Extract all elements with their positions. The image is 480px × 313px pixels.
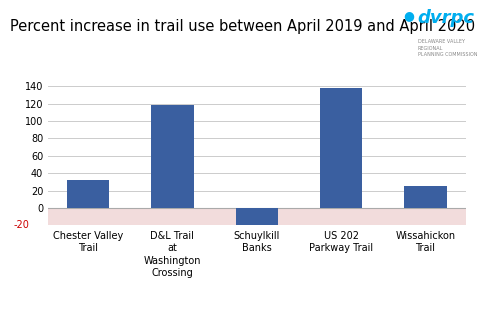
Bar [320, 88, 362, 208]
Text: dvrpc: dvrpc [418, 9, 475, 28]
Text: ●: ● [403, 9, 414, 23]
Bar [48, 208, 466, 225]
Bar [236, 208, 278, 230]
Text: -20: -20 [13, 220, 29, 230]
Bar [151, 105, 193, 208]
Bar [405, 186, 446, 208]
Text: Percent increase in trail use between April 2019 and April 2020: Percent increase in trail use between Ap… [10, 19, 475, 34]
Text: DELAWARE VALLEY
REGIONAL
PLANNING COMMISSION: DELAWARE VALLEY REGIONAL PLANNING COMMIS… [418, 39, 477, 57]
Bar [67, 180, 109, 208]
